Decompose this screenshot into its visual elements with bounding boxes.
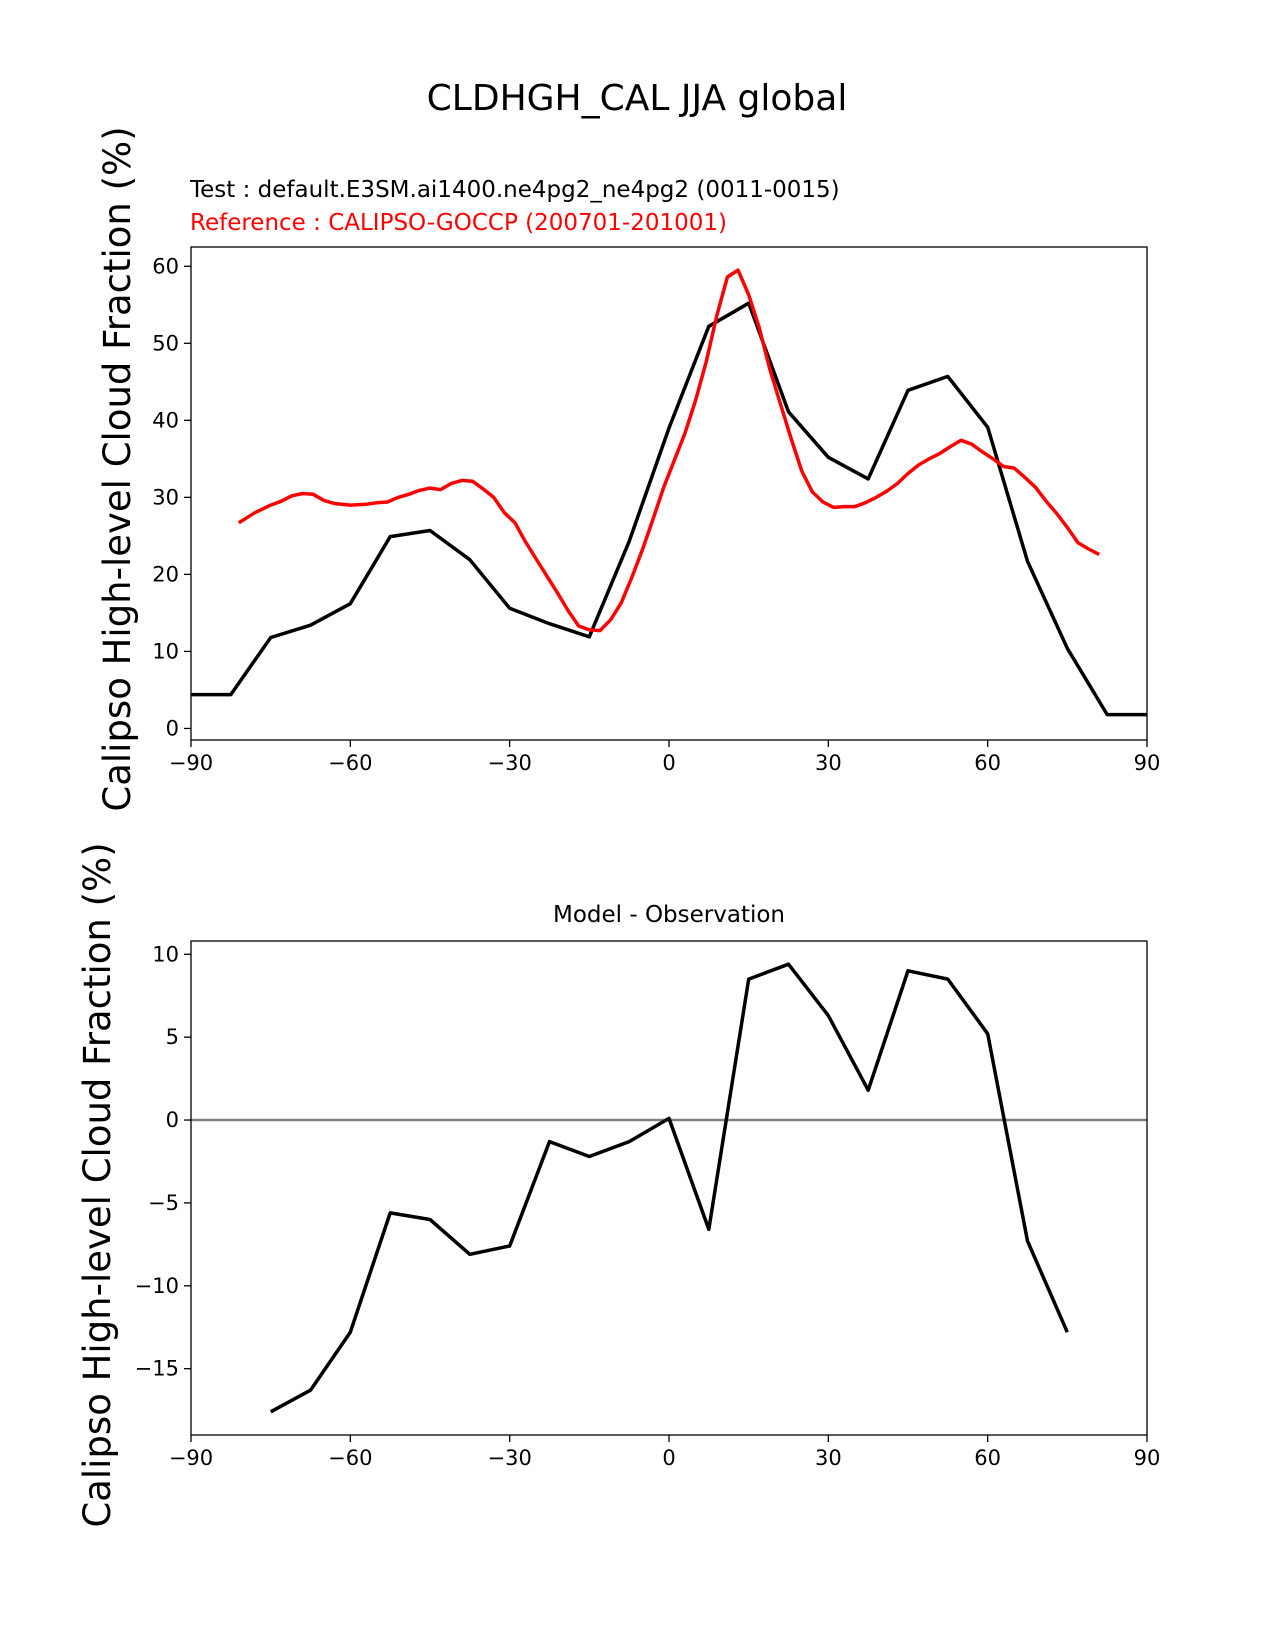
y-tick-label: 20 <box>152 562 179 586</box>
y-tick-label: 40 <box>152 408 179 432</box>
y-tick-label: 10 <box>152 942 179 966</box>
x-tick-label: 60 <box>974 751 1001 775</box>
test-label: Test : default.E3SM.ai1400.ne4pg2_ne4pg2… <box>189 177 840 203</box>
x-tick-label: 0 <box>662 1446 675 1470</box>
top-y-axis-label: Calipso High-level Cloud Fraction (%) <box>96 126 139 811</box>
series-line-model-observation <box>269 962 1069 1414</box>
y-tick-label: −10 <box>135 1274 179 1298</box>
series-line-reference <box>237 268 1100 633</box>
y-tick-label: 30 <box>152 485 179 509</box>
top-plot-frame <box>190 246 1148 741</box>
x-tick-label: −60 <box>328 751 372 775</box>
x-tick-label: −60 <box>328 1446 372 1470</box>
x-tick-label: 0 <box>662 751 675 775</box>
bottom-plot-frame <box>190 940 1148 1436</box>
x-tick-label: 30 <box>815 751 842 775</box>
figure-title: CLDHGH_CAL JJA global <box>427 78 848 119</box>
top-panel: Test : default.E3SM.ai1400.ne4pg2_ne4pg2… <box>96 126 1160 811</box>
y-tick-label: −15 <box>135 1357 179 1381</box>
x-tick-label: 90 <box>1134 751 1161 775</box>
x-tick-label: −90 <box>169 1446 213 1470</box>
y-tick-label: 0 <box>166 1108 179 1132</box>
y-tick-label: −5 <box>148 1191 179 1215</box>
x-tick-label: −30 <box>488 751 532 775</box>
y-tick-label: 60 <box>152 254 179 278</box>
x-tick-label: 90 <box>1134 1446 1161 1470</box>
series-line-test <box>191 301 1147 717</box>
x-tick-label: 60 <box>974 1446 1001 1470</box>
bottom-y-axis-label: Calipso High-level Cloud Fraction (%) <box>76 842 119 1527</box>
y-tick-label: 5 <box>166 1025 179 1049</box>
bottom-panel: Model - Observation Calipso High-level C… <box>76 842 1160 1527</box>
y-tick-label: 50 <box>152 331 179 355</box>
reference-label: Reference : CALIPSO-GOCCP (200701-201001… <box>190 210 727 236</box>
x-tick-label: −30 <box>488 1446 532 1470</box>
y-tick-label: 0 <box>166 716 179 740</box>
x-tick-label: −90 <box>169 751 213 775</box>
x-tick-label: 30 <box>815 1446 842 1470</box>
y-tick-label: 10 <box>152 639 179 663</box>
bottom-chart-title: Model - Observation <box>553 902 785 928</box>
